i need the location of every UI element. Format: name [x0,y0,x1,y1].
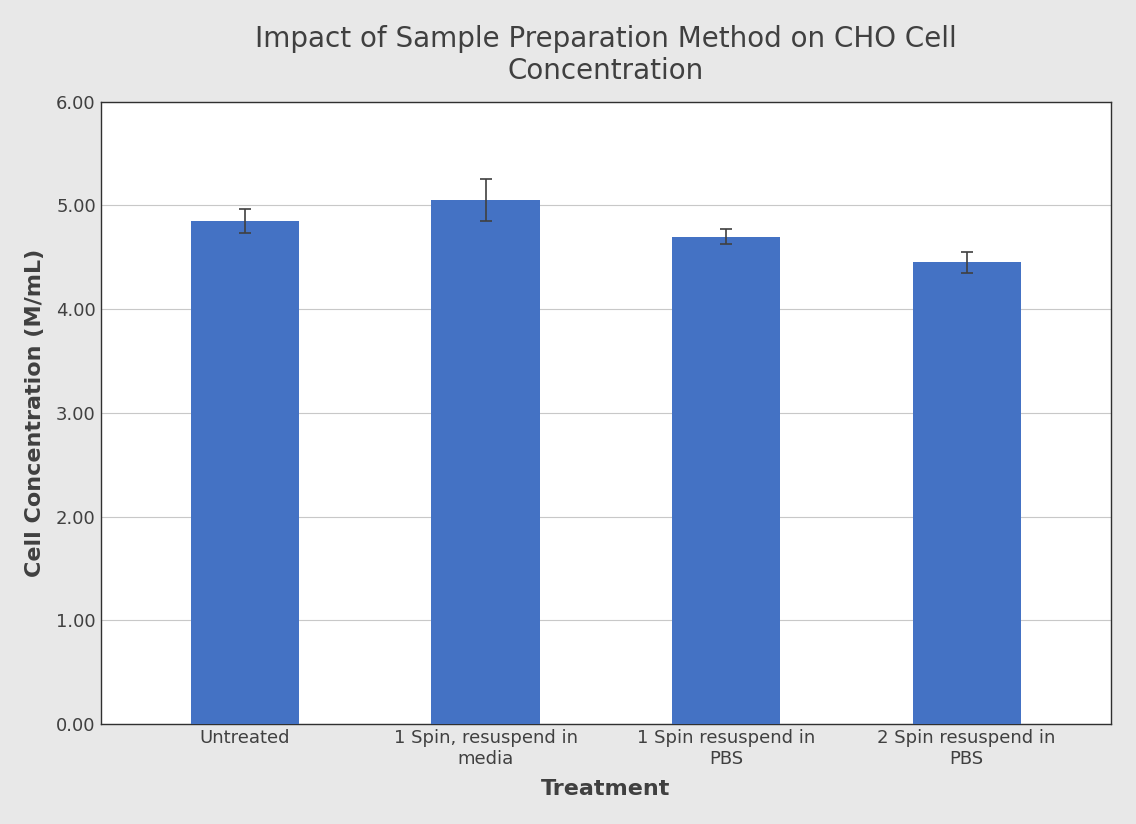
Title: Impact of Sample Preparation Method on CHO Cell
Concentration: Impact of Sample Preparation Method on C… [254,25,957,86]
Bar [673,236,780,724]
Bar [191,221,299,724]
X-axis label: Treatment: Treatment [541,779,670,799]
Bar [912,263,1021,724]
Y-axis label: Cell Concentration (M/mL): Cell Concentration (M/mL) [25,249,45,577]
Bar [432,200,540,724]
